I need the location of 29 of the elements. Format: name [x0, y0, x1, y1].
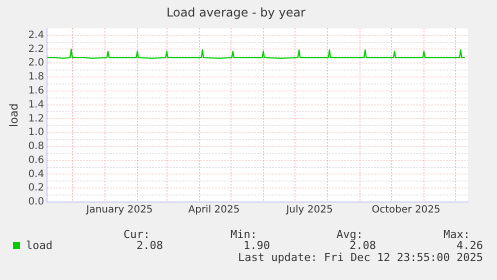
- text: 4.26: [456, 239, 483, 252]
- y-tick-label: 0.2: [28, 182, 44, 194]
- text: 1.90: [244, 239, 270, 252]
- y-tick-label: 0.4: [28, 168, 44, 180]
- text: Min:: [230, 228, 257, 241]
- y-tick-label: 2.0: [28, 58, 44, 69]
- text: 2.08: [350, 239, 376, 252]
- y-tick-label: 2.4: [28, 30, 44, 41]
- y-tick-label: 1.4: [28, 99, 44, 110]
- text: Last update: Fri Dec 12 23:55:00 2025: [238, 251, 483, 264]
- legend-label: load: [25, 239, 52, 252]
- chart-title: Load average - by year: [166, 5, 306, 20]
- y-tick-label: 0.8: [28, 141, 44, 152]
- y-tick-label: 0.6: [28, 154, 44, 166]
- x-tick-label: October 2025: [372, 204, 440, 216]
- x-tick-label: January 2025: [85, 204, 153, 216]
- text: Cur:: [124, 228, 150, 241]
- y-tick-label: 1.0: [28, 127, 44, 138]
- text: Max:: [444, 228, 470, 241]
- x-tick-label: July 2025: [285, 204, 333, 216]
- text: 2.08: [136, 239, 163, 252]
- y-tick-label: 1.6: [28, 85, 44, 96]
- text: Avg:: [336, 228, 363, 241]
- x-tick-label: April 2025: [188, 204, 240, 216]
- y-axis-title: load: [7, 103, 20, 127]
- y-tick-label: 1.2: [28, 113, 44, 124]
- y-tick-label: 2.2: [28, 44, 44, 55]
- y-tick-label: 1.8: [28, 72, 44, 83]
- y-tick-label: 0.0: [28, 196, 44, 208]
